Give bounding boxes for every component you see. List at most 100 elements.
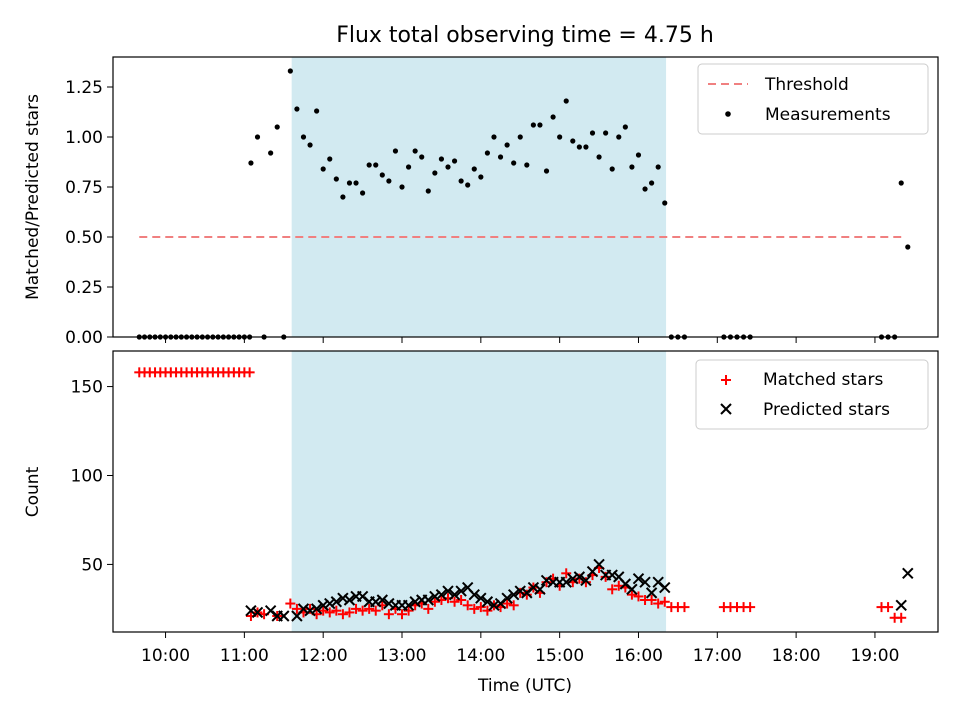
matched-star-marker [318, 605, 329, 616]
measurement-point [340, 194, 346, 200]
measurement-point [642, 186, 648, 192]
predicted-star-marker [337, 592, 349, 604]
measurement-point [445, 164, 451, 170]
measurement-point [511, 160, 517, 166]
measurement-point [458, 178, 464, 184]
matched-star-marker [364, 603, 375, 614]
measurement-point [635, 152, 642, 158]
predicted-star-marker [639, 576, 651, 588]
matched-star-marker [357, 605, 368, 616]
measurement-point [596, 154, 602, 160]
count-x-tick-label: 13:00 [378, 646, 427, 666]
predicted-star-marker [383, 597, 395, 610]
matched-star-marker [324, 607, 335, 618]
matched-star-marker [515, 587, 526, 598]
predicted-legend-swatch [720, 403, 732, 415]
measurement-point [570, 138, 576, 144]
measurement-point [294, 106, 300, 112]
predicted-star-marker [370, 596, 382, 608]
measurement-point [550, 114, 556, 120]
matched-star-marker [456, 594, 467, 605]
ratio-y-tick-label: 0.25 [65, 278, 103, 298]
matched-star-marker [745, 602, 756, 613]
predicted-star-marker [645, 587, 658, 599]
predicted-star-marker [297, 603, 310, 615]
matched-star-marker [291, 603, 302, 614]
predicted-star-marker [422, 594, 434, 606]
predicted-star-marker [435, 588, 448, 601]
matched-star-marker [475, 602, 486, 613]
measurement-point [438, 156, 445, 162]
count-shaded-window [291, 351, 667, 632]
matched-star-marker [351, 603, 362, 614]
count-y-tick-label: 150 [71, 378, 103, 398]
predicted-star-marker [514, 585, 526, 597]
predicted-star-marker [429, 590, 441, 603]
predicted-star-marker [534, 583, 546, 596]
measurement-point [622, 124, 628, 130]
predicted-star-marker [475, 592, 487, 604]
matched-star-marker [896, 612, 907, 623]
count-x-tick-label: 15:00 [535, 646, 584, 666]
measurement-point [662, 200, 668, 206]
predicted-star-marker [560, 576, 572, 588]
measurement-point [491, 134, 497, 140]
predicted-star-marker [278, 610, 290, 622]
matched-star-marker [508, 600, 519, 611]
measurement-point [504, 142, 510, 148]
ratio-y-tick-label: 0.75 [65, 178, 103, 198]
measurement-point [360, 190, 366, 196]
predicted-star-marker [527, 581, 540, 594]
matched-legend-label: Matched stars [763, 370, 883, 390]
measurement-point [524, 162, 530, 168]
matched-star-marker [344, 607, 355, 618]
matched-star-marker [633, 591, 644, 602]
measurement-point [471, 166, 477, 172]
measurement-point [300, 134, 307, 140]
predicted-star-marker [567, 572, 579, 585]
count-x-tick-label: 12:00 [299, 646, 348, 666]
measurement-point [379, 172, 385, 178]
predicted-star-marker [409, 596, 421, 608]
measurement-point [373, 162, 379, 168]
matched-star-marker [580, 577, 591, 588]
ratio-plot-frame [112, 56, 939, 338]
measurement-point [432, 170, 438, 176]
matched-star-marker [383, 609, 394, 620]
measurement-point [484, 150, 491, 156]
ratio-y-tick-label: 1.25 [65, 78, 103, 98]
measurement-point [320, 166, 326, 172]
predicted-star-marker [376, 594, 389, 606]
ratio-y-tick-label: 0.50 [65, 228, 103, 248]
count-x-tick-label: 16:00 [614, 646, 663, 666]
measurement-point [576, 144, 582, 150]
predicted-star-marker [468, 588, 480, 601]
matched-star-marker [653, 598, 664, 609]
matched-star-marker [607, 584, 618, 595]
matched-star-marker [449, 596, 460, 607]
measurement-point [419, 154, 425, 160]
matched-star-marker [469, 603, 480, 614]
ratio-y-tick-label: 1.00 [65, 128, 103, 148]
measurement-point [497, 154, 504, 160]
matched-star-marker [462, 600, 473, 611]
x-axis-label: Time (UTC) [477, 676, 572, 696]
predicted-star-marker [310, 603, 323, 615]
measurement-point [274, 124, 280, 130]
measurement-point [386, 178, 392, 184]
predicted-star-marker [455, 585, 467, 597]
ratio-y-tick-label: 0.00 [65, 328, 103, 348]
predicted-star-marker [902, 567, 914, 580]
matched-star-marker [285, 598, 296, 609]
predicted-star-marker [606, 569, 618, 581]
measurement-point [248, 160, 254, 166]
ratio-panel: 0.00 0.25 0.50 0.75 1.00 1.25 Matched/Predict… [23, 56, 939, 348]
measurement-point [353, 180, 359, 186]
measurement-point [603, 130, 609, 136]
predicted-star-marker [488, 599, 500, 612]
measurement-point [530, 122, 536, 128]
matched-star-marker [429, 596, 440, 607]
measurement-point [478, 174, 484, 180]
measurement-point [392, 148, 399, 154]
predicted-star-marker [442, 585, 454, 597]
